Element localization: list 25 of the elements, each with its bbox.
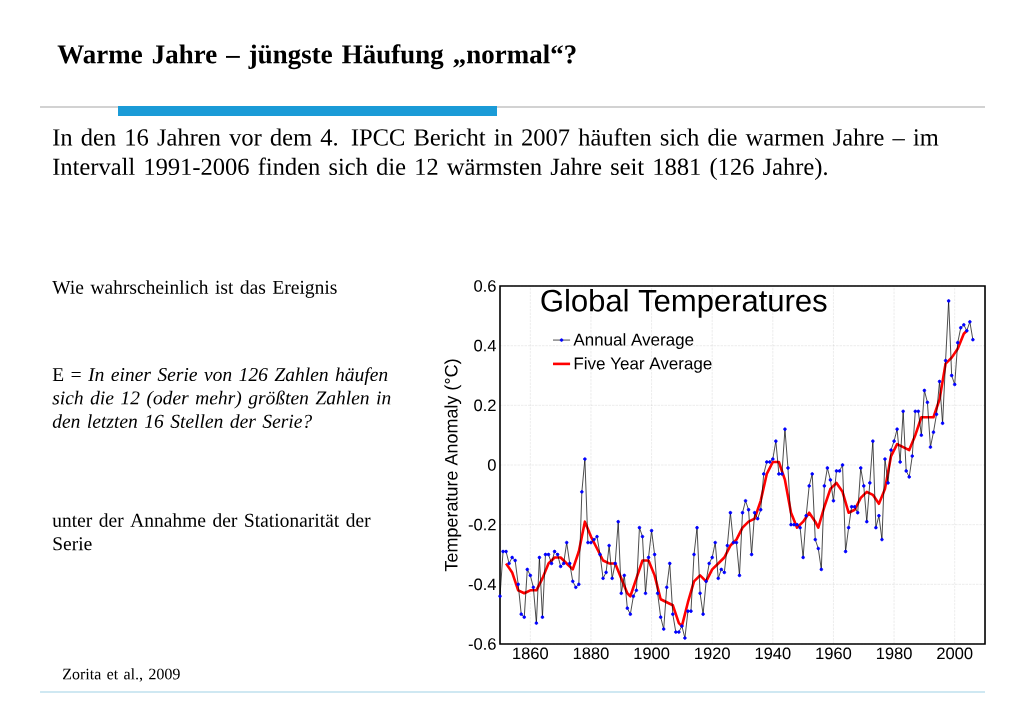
y-tick-label: 0.6 xyxy=(474,280,496,292)
legend-label: Annual Average xyxy=(573,333,694,350)
x-tick-label: 2000 xyxy=(937,647,973,660)
y-tick-label: 0.4 xyxy=(474,339,496,352)
text: In den 16 Jahren vor dem 4. IPCC Bericht in 2007 häuften sich die warmen Jahre – im Intervall 1991-2006 finden sich die 12 wärmsten Jahre seit 1881 (126 Jahre). xyxy=(53,128,939,181)
x-tick-label: 1860 xyxy=(513,647,549,660)
text: Zorita et al., 2009 xyxy=(62,668,180,682)
legend-label: Five Year Average xyxy=(574,356,712,373)
x-tick-label: 1920 xyxy=(695,647,730,660)
x-tick-label: 1980 xyxy=(876,647,912,660)
chart-title: Global Temperatures xyxy=(541,288,827,318)
x-tick-label: 1960 xyxy=(816,647,852,660)
text: unter der Annahme der Stationarität der Serie xyxy=(52,513,371,551)
x-tick-label: 1900 xyxy=(634,647,670,660)
y-tick-label: 0 xyxy=(487,459,496,471)
text: E = In einer Serie von 126 Zahlen häufen sich die 12 (oder mehr) größten Zahlen in den letzten 16 Stellen der Serie? xyxy=(52,367,391,429)
x-tick-label: 1940 xyxy=(755,647,791,660)
text: Wie wahrscheinlich ist das Ereignis xyxy=(52,280,337,298)
y-tick-label: -0.2 xyxy=(468,518,496,531)
x-tick-label: 1880 xyxy=(573,647,609,660)
text: Warme Jahre – jüngste Häufung „normal“? xyxy=(57,44,576,70)
y-tick-label: -0.4 xyxy=(468,578,496,591)
y-axis-title: Temperature Anomaly (°C) xyxy=(444,359,462,572)
y-tick-label: 0.2 xyxy=(474,399,496,412)
y-tick-label: -0.6 xyxy=(468,638,496,650)
